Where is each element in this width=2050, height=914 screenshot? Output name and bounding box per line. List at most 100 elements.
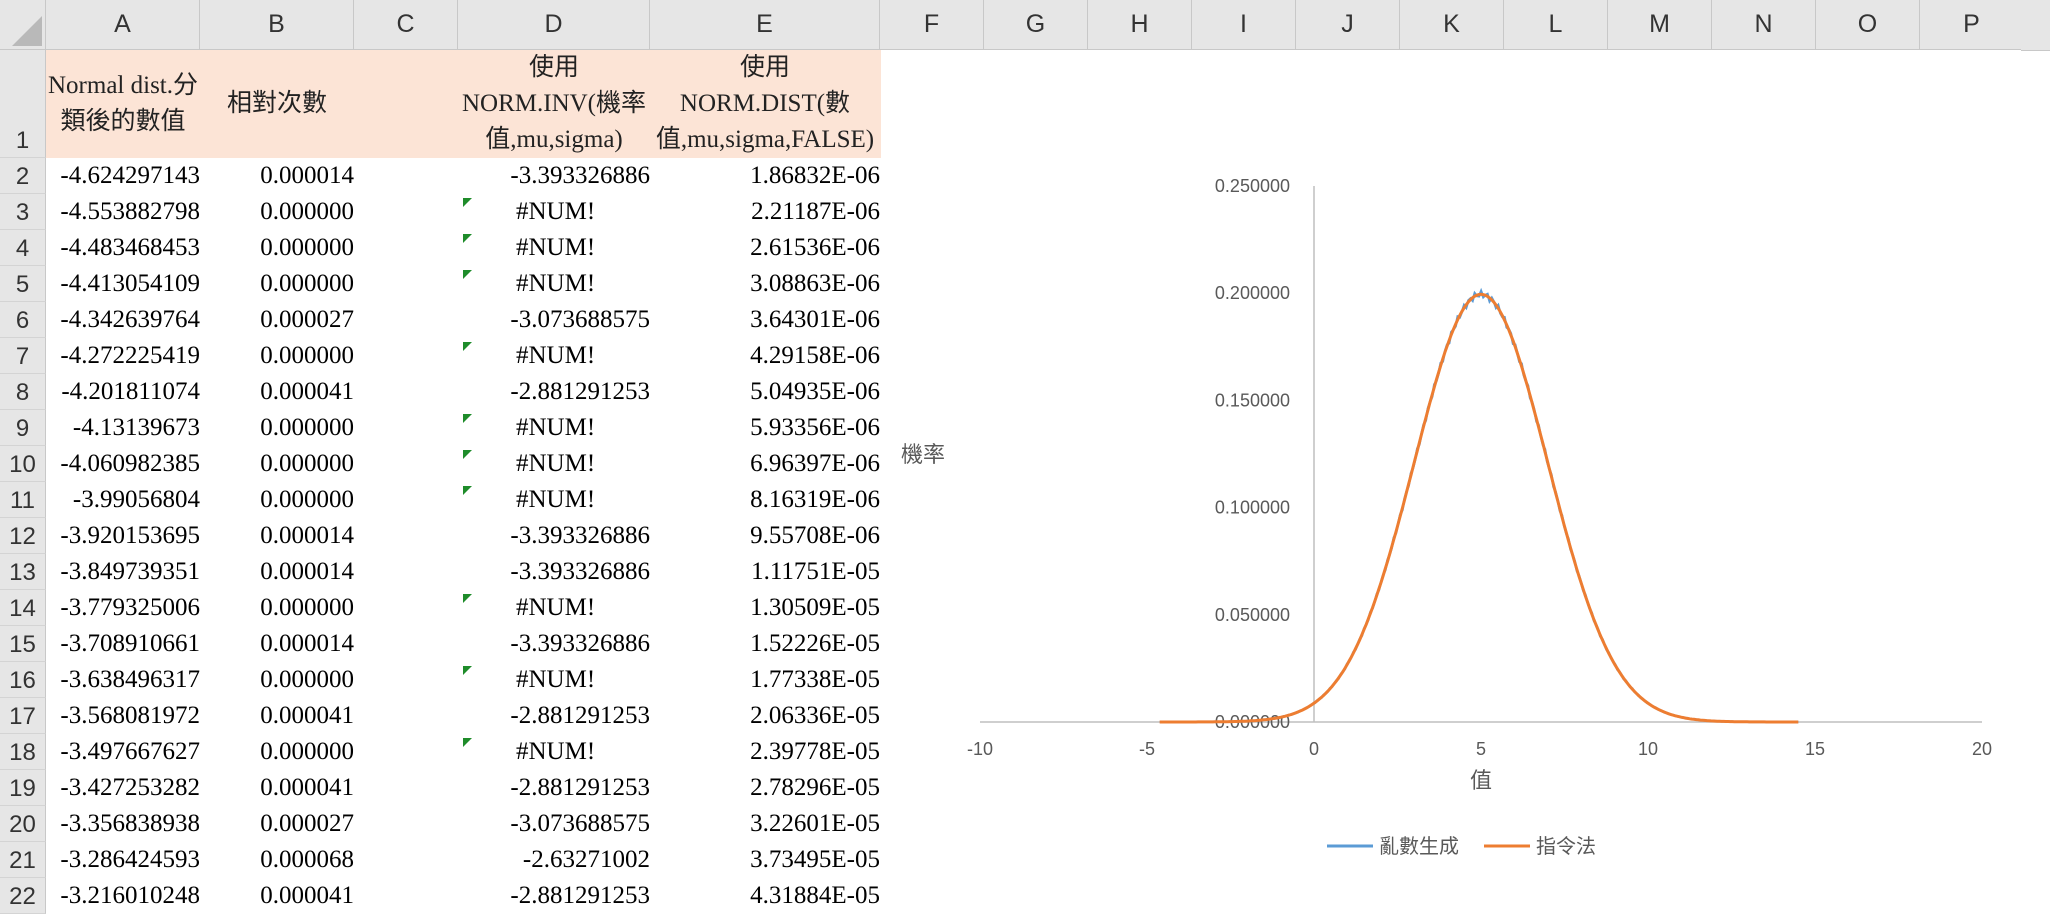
- row-header-8[interactable]: 8: [0, 374, 46, 410]
- cell-norm-dist[interactable]: 1.86832E-06: [750, 162, 880, 189]
- cell-relative-frequency[interactable]: 0.000000: [260, 414, 354, 441]
- cell-norm-inv[interactable]: #NUM!: [516, 594, 596, 621]
- cell-norm-inv[interactable]: -3.073688575: [510, 810, 650, 837]
- cell-norm-dist[interactable]: 2.06336E-05: [750, 702, 880, 729]
- cell-norm-inv[interactable]: -2.881291253: [510, 378, 650, 405]
- cell-normal-value[interactable]: -3.427253282: [60, 774, 200, 801]
- cell-norm-dist[interactable]: 9.55708E-06: [750, 522, 880, 549]
- row-header-15[interactable]: 15: [0, 626, 46, 662]
- cell-normal-value[interactable]: -4.624297143: [60, 162, 200, 189]
- error-indicator-icon[interactable]: [463, 666, 472, 675]
- cell-relative-frequency[interactable]: 0.000041: [260, 702, 354, 729]
- cell-norm-dist[interactable]: 3.64301E-06: [750, 306, 880, 333]
- column-header-g[interactable]: G: [984, 0, 1088, 50]
- error-indicator-icon[interactable]: [463, 414, 472, 423]
- column-header-b[interactable]: B: [200, 0, 354, 50]
- cell-norm-inv[interactable]: -2.63271002: [522, 846, 650, 873]
- cell-norm-dist[interactable]: 3.08863E-06: [750, 270, 880, 297]
- error-indicator-icon[interactable]: [463, 594, 472, 603]
- cell-norm-dist[interactable]: 8.16319E-06: [750, 486, 880, 513]
- cell-normal-value[interactable]: -3.920153695: [60, 522, 200, 549]
- cell-normal-value[interactable]: -3.638496317: [60, 666, 200, 693]
- column-header-d[interactable]: D: [458, 0, 650, 50]
- cell-relative-frequency[interactable]: 0.000041: [260, 378, 354, 405]
- cell-relative-frequency[interactable]: 0.000000: [260, 234, 354, 261]
- cell-normal-value[interactable]: -3.99056804: [72, 486, 200, 513]
- row-header-10[interactable]: 10: [0, 446, 46, 482]
- cell-norm-dist[interactable]: 2.78296E-05: [750, 774, 880, 801]
- column-header-j[interactable]: J: [1296, 0, 1400, 50]
- cell-normal-value[interactable]: -4.13139673: [72, 414, 200, 441]
- row-header-2[interactable]: 2: [0, 158, 46, 194]
- column-header-m[interactable]: M: [1608, 0, 1712, 50]
- cell-norm-inv[interactable]: #NUM!: [516, 234, 596, 261]
- cell-norm-inv[interactable]: #NUM!: [516, 486, 596, 513]
- cell-norm-inv[interactable]: -2.881291253: [510, 702, 650, 729]
- column-header-p[interactable]: P: [1920, 0, 2024, 50]
- row-header-22[interactable]: 22: [0, 878, 46, 914]
- cell-norm-dist[interactable]: 1.52226E-05: [750, 630, 880, 657]
- error-indicator-icon[interactable]: [463, 234, 472, 243]
- cell-relative-frequency[interactable]: 0.000041: [260, 774, 354, 801]
- cell-normal-value[interactable]: -4.342639764: [60, 306, 200, 333]
- cell-norm-dist[interactable]: 6.96397E-06: [750, 450, 880, 477]
- row-header-1[interactable]: 1: [0, 50, 46, 158]
- error-indicator-icon[interactable]: [463, 450, 472, 459]
- cell-relative-frequency[interactable]: 0.000014: [260, 630, 354, 657]
- cell-normal-value[interactable]: -4.201811074: [61, 378, 200, 405]
- cell-normal-value[interactable]: -4.413054109: [60, 270, 200, 297]
- cell-norm-inv[interactable]: -2.881291253: [510, 774, 650, 801]
- row-header-4[interactable]: 4: [0, 230, 46, 266]
- cell-norm-dist[interactable]: 1.77338E-05: [750, 666, 880, 693]
- row-header-17[interactable]: 17: [0, 698, 46, 734]
- column-header-o[interactable]: O: [1816, 0, 1920, 50]
- cell-norm-dist[interactable]: 3.73495E-05: [750, 846, 880, 873]
- row-header-21[interactable]: 21: [0, 842, 46, 878]
- cell-norm-inv[interactable]: #NUM!: [516, 414, 596, 441]
- column-header-f[interactable]: F: [880, 0, 984, 50]
- cell-norm-dist[interactable]: 3.22601E-05: [750, 810, 880, 837]
- cell-relative-frequency[interactable]: 0.000000: [260, 594, 354, 621]
- error-indicator-icon[interactable]: [463, 198, 472, 207]
- column-header-i[interactable]: I: [1192, 0, 1296, 50]
- column-header-h[interactable]: H: [1088, 0, 1192, 50]
- header-cell-c[interactable]: [354, 50, 458, 158]
- cell-relative-frequency[interactable]: 0.000000: [260, 198, 354, 225]
- row-header-13[interactable]: 13: [0, 554, 46, 590]
- cell-norm-inv[interactable]: #NUM!: [516, 738, 596, 765]
- cell-norm-dist[interactable]: 2.61536E-06: [750, 234, 880, 261]
- cell-relative-frequency[interactable]: 0.000027: [260, 810, 354, 837]
- cell-norm-dist[interactable]: 2.21187E-06: [751, 198, 880, 225]
- row-header-11[interactable]: 11: [0, 482, 46, 518]
- column-header-a[interactable]: A: [46, 0, 200, 50]
- row-header-3[interactable]: 3: [0, 194, 46, 230]
- cell-relative-frequency[interactable]: 0.000014: [260, 522, 354, 549]
- cell-norm-inv[interactable]: -3.393326886: [510, 558, 650, 585]
- cell-normal-value[interactable]: -3.356838938: [60, 810, 200, 837]
- cell-normal-value[interactable]: -3.497667627: [60, 738, 200, 765]
- cell-norm-inv[interactable]: -2.881291253: [510, 882, 650, 909]
- row-header-16[interactable]: 16: [0, 662, 46, 698]
- cell-norm-inv[interactable]: #NUM!: [516, 450, 596, 477]
- cell-normal-value[interactable]: -4.553882798: [60, 198, 200, 225]
- header-cell-a[interactable]: Normal dist.分 類後的數值: [46, 50, 200, 158]
- column-header-n[interactable]: N: [1712, 0, 1816, 50]
- row-header-6[interactable]: 6: [0, 302, 46, 338]
- header-cell-e[interactable]: 使用 NORM.DIST(數 值,mu,sigma,FALSE): [650, 50, 880, 158]
- header-cell-b[interactable]: 相對次數: [200, 50, 354, 158]
- cell-norm-inv[interactable]: -3.073688575: [510, 306, 650, 333]
- row-header-9[interactable]: 9: [0, 410, 46, 446]
- column-header-k[interactable]: K: [1400, 0, 1504, 50]
- cell-relative-frequency[interactable]: 0.000068: [260, 846, 354, 873]
- column-header-c[interactable]: C: [354, 0, 458, 50]
- cell-norm-dist[interactable]: 1.30509E-05: [750, 594, 880, 621]
- cell-relative-frequency[interactable]: 0.000000: [260, 270, 354, 297]
- row-header-19[interactable]: 19: [0, 770, 46, 806]
- select-all-corner[interactable]: [0, 0, 46, 50]
- cell-relative-frequency[interactable]: 0.000014: [260, 558, 354, 585]
- cell-norm-dist[interactable]: 4.31884E-05: [750, 882, 880, 909]
- cell-norm-dist[interactable]: 5.04935E-06: [750, 378, 880, 405]
- cell-relative-frequency[interactable]: 0.000000: [260, 342, 354, 369]
- column-header-e[interactable]: E: [650, 0, 880, 50]
- cell-relative-frequency[interactable]: 0.000041: [260, 882, 354, 909]
